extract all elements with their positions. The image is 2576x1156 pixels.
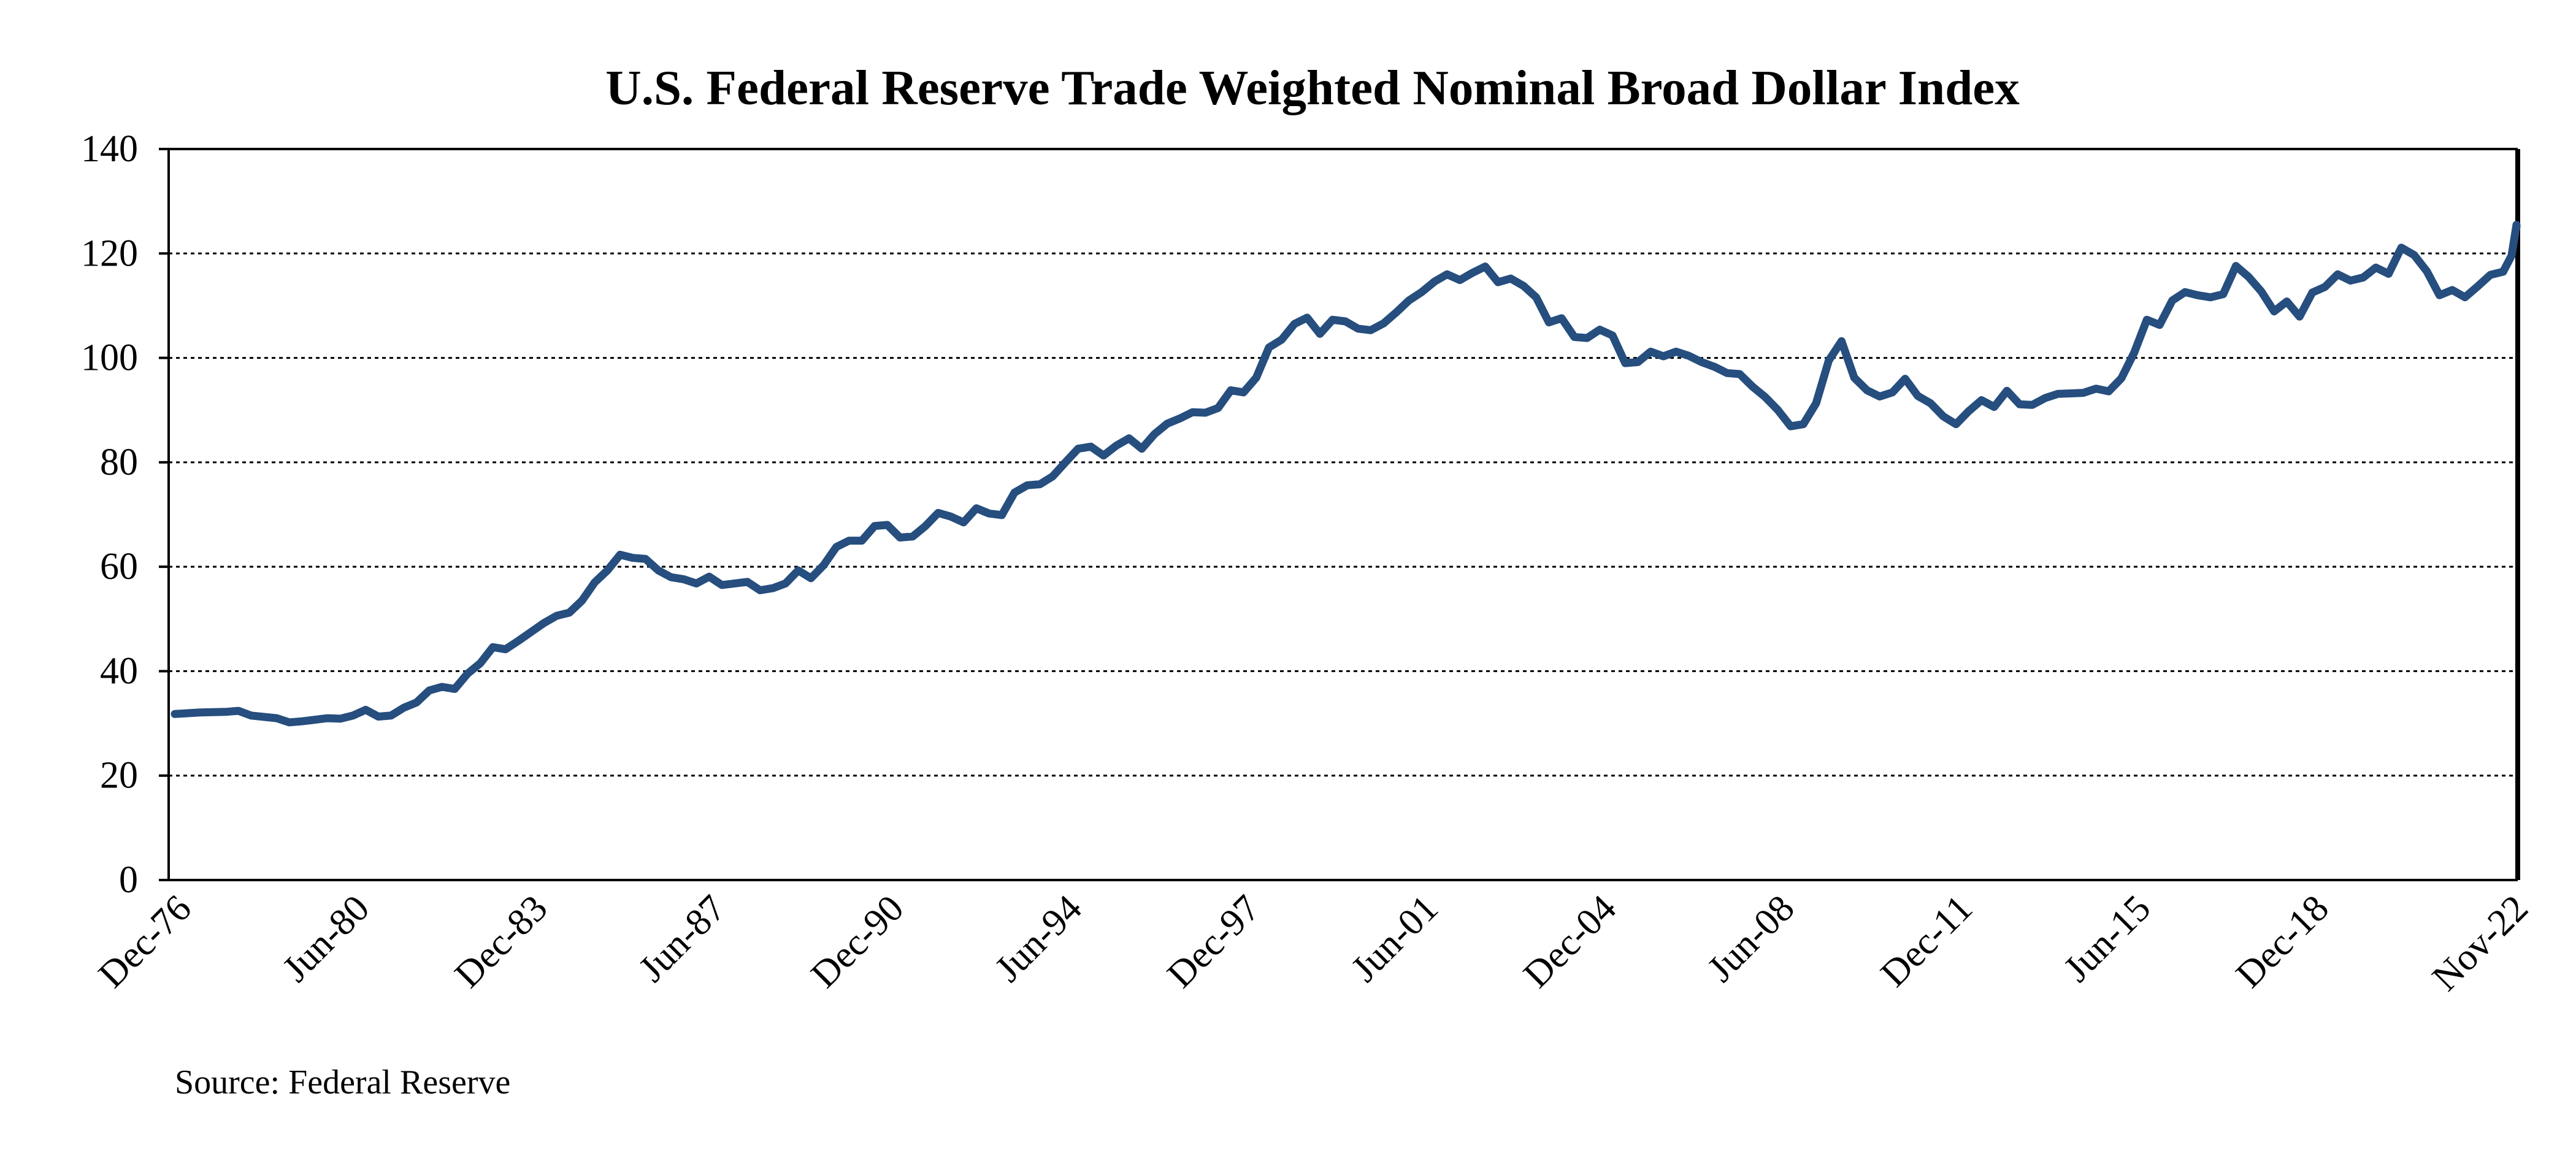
series-layer bbox=[171, 221, 2521, 727]
x-tick-label-Jun-01: Jun-01 bbox=[1343, 887, 1446, 990]
x-tick-label-Jun-80: Jun-80 bbox=[275, 887, 377, 990]
y-tick-label-100: 100 bbox=[81, 337, 138, 379]
y-tick-label-40: 40 bbox=[100, 650, 138, 692]
x-tick-label-Jun-87: Jun-87 bbox=[631, 887, 734, 990]
x-tick-label-Jun-15: Jun-15 bbox=[2056, 887, 2158, 990]
x-tick-label-Jun-08: Jun-08 bbox=[1700, 887, 1802, 990]
series-line-0 bbox=[171, 221, 2521, 727]
x-tick-label-Jun-94: Jun-94 bbox=[987, 887, 1090, 990]
x-tick-label-Dec-04: Dec-04 bbox=[1516, 887, 1624, 996]
gridlines bbox=[169, 252, 2518, 777]
y-tick-label-0: 0 bbox=[119, 859, 138, 901]
x-tick-label-Dec-11: Dec-11 bbox=[1873, 887, 1980, 995]
y-tick-labels: 0 20 40 60 80 100 120 140 bbox=[81, 128, 138, 901]
y-tick-label-140: 140 bbox=[81, 128, 138, 170]
x-tick-label-Dec-83: Dec-83 bbox=[447, 887, 556, 996]
axes bbox=[159, 148, 2520, 881]
x-tick-label-Nov-22: Nov-22 bbox=[2425, 887, 2536, 999]
source-note: Source: Federal Reserve bbox=[175, 1063, 510, 1101]
x-tick-label-Dec-18: Dec-18 bbox=[2228, 887, 2337, 996]
x-tick-labels: Dec-76 Jun-80 Dec-83 Jun-87 Dec-90 Jun-94 Dec-… bbox=[91, 887, 2536, 999]
chart-title: U.S. Federal Reserve Trade Weighted Nomi… bbox=[605, 60, 2020, 115]
x-tick-label-Dec-76: Dec-76 bbox=[91, 887, 199, 996]
y-tick-label-20: 20 bbox=[100, 755, 138, 797]
y-tick-label-60: 60 bbox=[100, 546, 138, 588]
x-tick-label-Dec-90: Dec-90 bbox=[803, 887, 911, 996]
x-tick-label-Dec-97: Dec-97 bbox=[1159, 887, 1268, 996]
y-tick-label-80: 80 bbox=[100, 442, 138, 483]
y-tick-label-120: 120 bbox=[81, 232, 138, 274]
